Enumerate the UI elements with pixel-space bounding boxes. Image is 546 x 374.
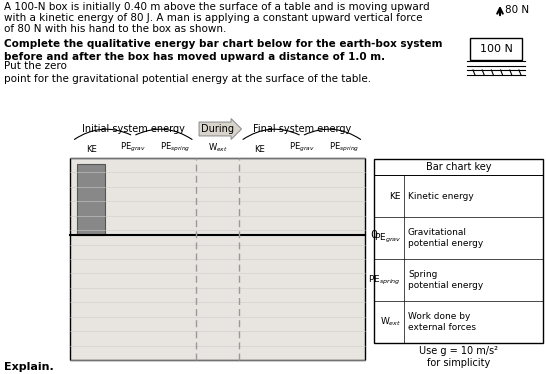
Text: PE$_{grav}$: PE$_{grav}$ [120, 141, 146, 154]
Bar [78, 164, 105, 235]
Text: KE: KE [254, 145, 265, 154]
Text: During: During [201, 124, 234, 134]
Text: Initial system energy: Initial system energy [82, 124, 185, 134]
Text: 0: 0 [370, 230, 377, 240]
Text: of 80 N with his hand to the box as shown.: of 80 N with his hand to the box as show… [4, 24, 227, 34]
Text: Put the zero
point for the gravitational potential energy at the surface of the : Put the zero point for the gravitational… [4, 61, 371, 84]
Text: with a kinetic energy of 80 J. A man is applying a constant upward vertical forc: with a kinetic energy of 80 J. A man is … [4, 13, 423, 23]
Text: Use g = 10 m/s²
for simplicity: Use g = 10 m/s² for simplicity [419, 346, 498, 368]
Text: W$_{ext}$: W$_{ext}$ [379, 316, 401, 328]
Text: W$_{ext}$: W$_{ext}$ [207, 141, 228, 154]
Text: A 100-N box is initially 0.40 m above the surface of a table and is moving upwar: A 100-N box is initially 0.40 m above th… [4, 2, 430, 12]
Text: PE$_{grav}$: PE$_{grav}$ [373, 232, 401, 245]
Text: 100 N: 100 N [479, 44, 513, 54]
Text: PE$_{grav}$: PE$_{grav}$ [289, 141, 314, 154]
Text: PE$_{spring}$: PE$_{spring}$ [160, 141, 191, 154]
Text: KE: KE [389, 191, 401, 200]
Text: Complete the qualitative energy bar chart below for the earth-box system
before : Complete the qualitative energy bar char… [4, 39, 442, 62]
Text: Work done by
external forces: Work done by external forces [408, 312, 476, 332]
Text: KE: KE [86, 145, 97, 154]
Text: 80 N: 80 N [505, 5, 529, 15]
Text: Spring
potential energy: Spring potential energy [408, 270, 483, 290]
Bar [374, 159, 543, 343]
Text: PE$_{spring}$: PE$_{spring}$ [329, 141, 359, 154]
Text: Bar chart key: Bar chart key [426, 162, 491, 172]
Text: Final system energy: Final system energy [253, 124, 351, 134]
Text: Gravitational
potential energy: Gravitational potential energy [408, 228, 483, 248]
Bar [470, 38, 522, 60]
Text: PE$_{spring}$: PE$_{spring}$ [369, 273, 401, 286]
Text: Kinetic energy: Kinetic energy [408, 191, 474, 200]
Text: Explain.: Explain. [4, 362, 54, 372]
Bar [70, 158, 365, 360]
